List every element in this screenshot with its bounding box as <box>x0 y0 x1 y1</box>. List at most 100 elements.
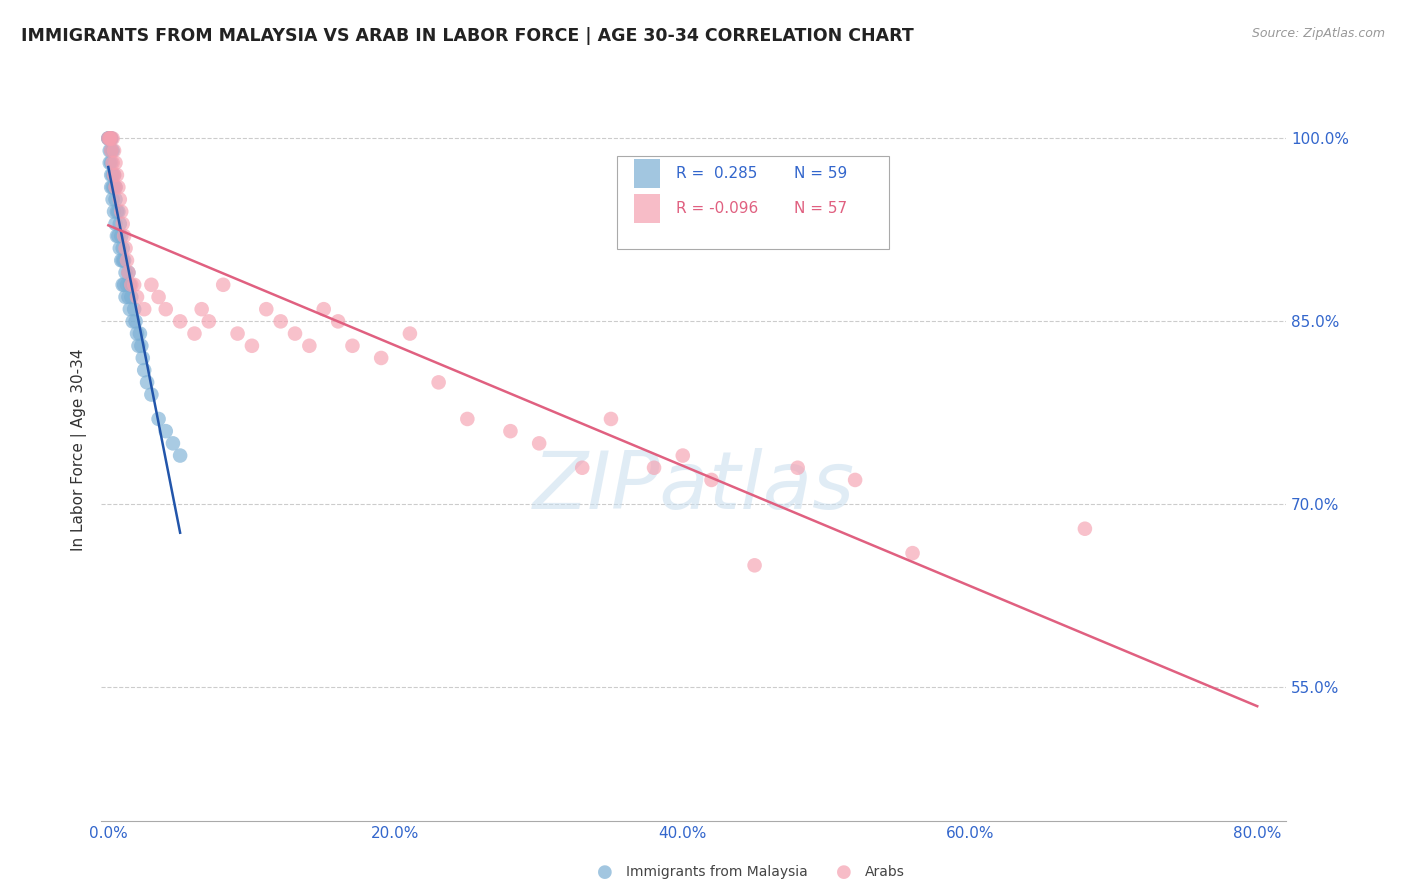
Text: N = 57: N = 57 <box>794 201 848 216</box>
Point <box>100 168 122 182</box>
Point <box>169 314 191 328</box>
Text: R = -0.096: R = -0.096 <box>676 201 758 216</box>
Point <box>183 326 205 341</box>
Point <box>370 351 392 365</box>
Point <box>107 229 129 244</box>
Point <box>105 204 128 219</box>
Point <box>101 144 124 158</box>
Point <box>122 277 145 292</box>
Point <box>125 290 148 304</box>
Point <box>456 412 478 426</box>
Point <box>101 193 124 207</box>
Point <box>98 131 121 145</box>
Point <box>240 339 263 353</box>
Point <box>136 376 159 390</box>
Point <box>399 326 422 341</box>
Point <box>169 449 191 463</box>
FancyBboxPatch shape <box>616 155 889 249</box>
Point <box>103 168 125 182</box>
FancyBboxPatch shape <box>634 194 661 222</box>
Point <box>226 326 249 341</box>
Point <box>134 302 156 317</box>
Point <box>844 473 866 487</box>
Text: R =  0.285: R = 0.285 <box>676 166 758 181</box>
Point <box>100 144 122 158</box>
Point <box>100 156 122 170</box>
Point <box>672 449 695 463</box>
Point <box>117 290 139 304</box>
Point <box>97 131 120 145</box>
Point <box>112 277 135 292</box>
Point <box>141 387 163 401</box>
Point <box>190 302 212 317</box>
Point <box>103 204 125 219</box>
Point <box>100 180 122 194</box>
Point <box>198 314 221 328</box>
Point <box>600 412 623 426</box>
Point <box>103 144 125 158</box>
Point <box>110 229 132 244</box>
Point <box>103 180 125 194</box>
Point <box>98 156 121 170</box>
Point <box>100 131 122 145</box>
Point <box>155 302 177 317</box>
Point <box>700 473 723 487</box>
Point <box>115 277 138 292</box>
Point <box>326 314 349 328</box>
Point <box>148 290 170 304</box>
Text: ZIPatlas: ZIPatlas <box>533 448 855 525</box>
Point <box>499 424 522 438</box>
Point <box>786 460 808 475</box>
Point <box>129 326 152 341</box>
Point <box>643 460 665 475</box>
Point <box>101 156 124 170</box>
Point <box>125 326 148 341</box>
Point <box>101 168 124 182</box>
Point <box>155 424 177 438</box>
Point <box>270 314 292 328</box>
Point <box>901 546 924 560</box>
Point <box>141 277 163 292</box>
Point <box>118 302 141 317</box>
Point <box>121 314 143 328</box>
Point <box>103 168 125 182</box>
Point <box>104 180 127 194</box>
Point <box>104 217 127 231</box>
Point <box>114 290 136 304</box>
Point <box>108 217 131 231</box>
Point <box>101 180 124 194</box>
Point <box>162 436 184 450</box>
Point <box>110 204 132 219</box>
Point <box>104 156 127 170</box>
Point <box>110 253 132 268</box>
Point <box>124 314 146 328</box>
Point <box>98 131 121 145</box>
Point <box>101 131 124 145</box>
Text: Arabs: Arabs <box>865 865 904 880</box>
Point <box>122 302 145 317</box>
Point <box>132 351 155 365</box>
Point <box>105 168 128 182</box>
Point <box>105 229 128 244</box>
Point <box>1074 522 1097 536</box>
Y-axis label: In Labor Force | Age 30-34: In Labor Force | Age 30-34 <box>72 348 87 550</box>
Point <box>312 302 335 317</box>
Text: ●: ● <box>835 863 852 881</box>
Point <box>117 266 139 280</box>
FancyBboxPatch shape <box>634 160 661 187</box>
Text: Source: ZipAtlas.com: Source: ZipAtlas.com <box>1251 27 1385 40</box>
Point <box>112 229 135 244</box>
Point <box>571 460 593 475</box>
Point <box>112 253 135 268</box>
Text: IMMIGRANTS FROM MALAYSIA VS ARAB IN LABOR FORCE | AGE 30-34 CORRELATION CHART: IMMIGRANTS FROM MALAYSIA VS ARAB IN LABO… <box>21 27 914 45</box>
Point <box>127 339 149 353</box>
Point <box>298 339 321 353</box>
Point <box>111 241 134 255</box>
Point <box>115 253 138 268</box>
Text: Immigrants from Malaysia: Immigrants from Malaysia <box>626 865 807 880</box>
Point <box>97 131 120 145</box>
Point <box>98 131 121 145</box>
Text: ●: ● <box>596 863 613 881</box>
Point <box>107 180 129 194</box>
Point <box>254 302 277 317</box>
